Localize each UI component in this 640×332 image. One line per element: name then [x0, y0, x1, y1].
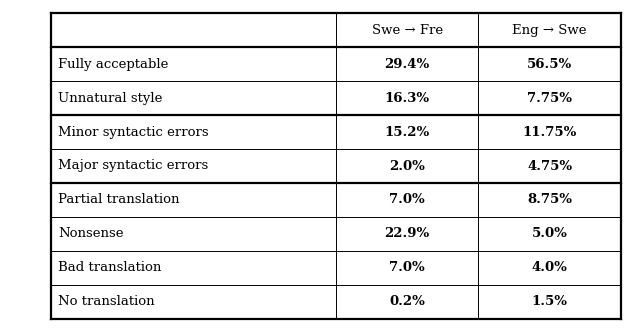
Text: 4.0%: 4.0%: [532, 261, 568, 274]
Text: 4.75%: 4.75%: [527, 159, 572, 173]
Text: 16.3%: 16.3%: [385, 92, 430, 105]
Text: 2.0%: 2.0%: [389, 159, 425, 173]
Text: 7.75%: 7.75%: [527, 92, 572, 105]
Text: Bad translation: Bad translation: [58, 261, 161, 274]
Text: Unnatural style: Unnatural style: [58, 92, 163, 105]
Text: Eng → Swe: Eng → Swe: [513, 24, 587, 37]
Text: Major syntactic errors: Major syntactic errors: [58, 159, 208, 173]
Text: 7.0%: 7.0%: [389, 194, 425, 207]
Text: Nonsense: Nonsense: [58, 227, 124, 240]
Text: 0.2%: 0.2%: [389, 295, 425, 308]
Text: 5.0%: 5.0%: [532, 227, 568, 240]
Text: No translation: No translation: [58, 295, 155, 308]
Text: 29.4%: 29.4%: [385, 58, 430, 71]
Text: 56.5%: 56.5%: [527, 58, 572, 71]
Text: Fully acceptable: Fully acceptable: [58, 58, 168, 71]
Text: Swe → Fre: Swe → Fre: [372, 24, 443, 37]
Text: 8.75%: 8.75%: [527, 194, 572, 207]
Text: 11.75%: 11.75%: [522, 125, 577, 138]
Text: 22.9%: 22.9%: [385, 227, 430, 240]
Text: 1.5%: 1.5%: [532, 295, 568, 308]
Text: Minor syntactic errors: Minor syntactic errors: [58, 125, 209, 138]
Text: 15.2%: 15.2%: [385, 125, 430, 138]
Text: Partial translation: Partial translation: [58, 194, 180, 207]
Text: 7.0%: 7.0%: [389, 261, 425, 274]
